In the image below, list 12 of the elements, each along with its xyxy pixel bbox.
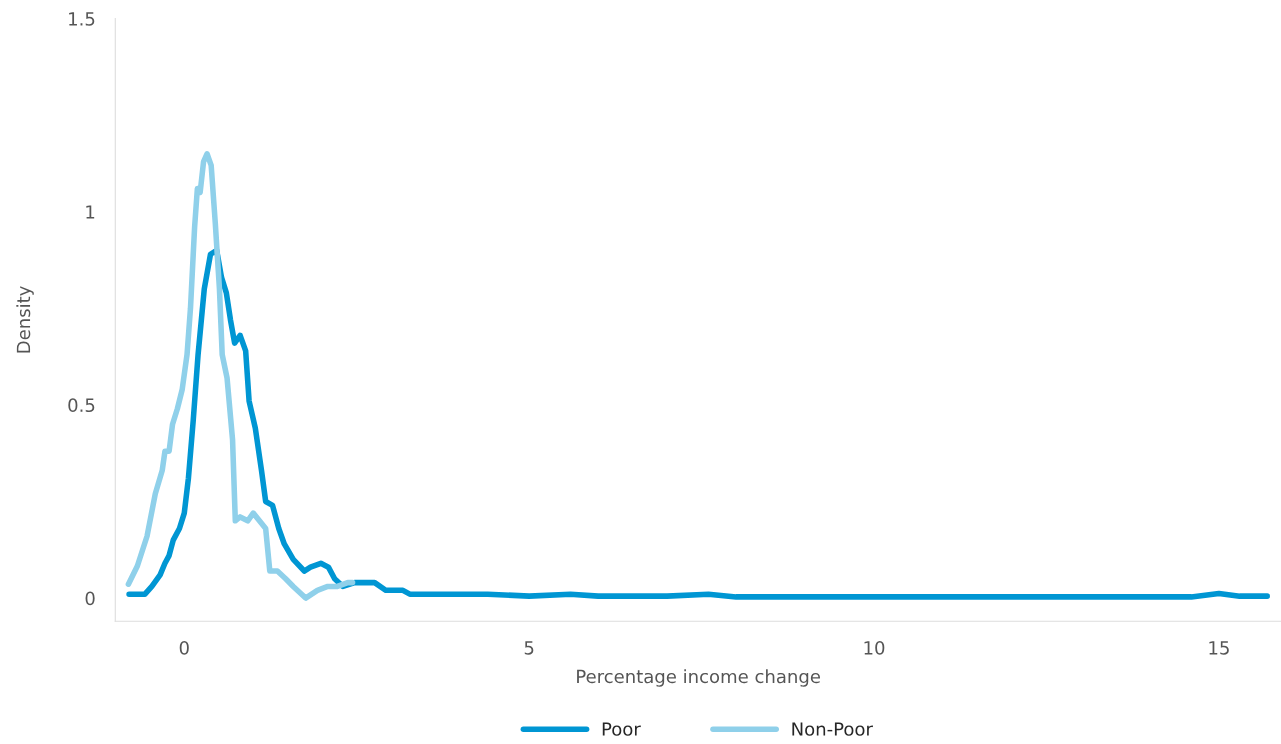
x-tick-label: 0: [179, 641, 189, 655]
y-tick-label: 1: [86, 205, 95, 219]
y-tick-label: 0.5: [68, 398, 95, 413]
x-axis-title: Percentage income change: [577, 669, 820, 687]
x-tick-label: 10: [864, 641, 885, 655]
x-tick-label: 15: [1209, 641, 1229, 655]
y-axis-title: Density: [16, 286, 34, 353]
y-tick-label: 1.5: [69, 12, 95, 26]
x-tick-label: 5: [524, 641, 534, 655]
legend-label: Poor: [602, 722, 641, 736]
y-tick-label: 0: [85, 591, 95, 606]
legend-label: Non-Poor: [792, 722, 873, 736]
